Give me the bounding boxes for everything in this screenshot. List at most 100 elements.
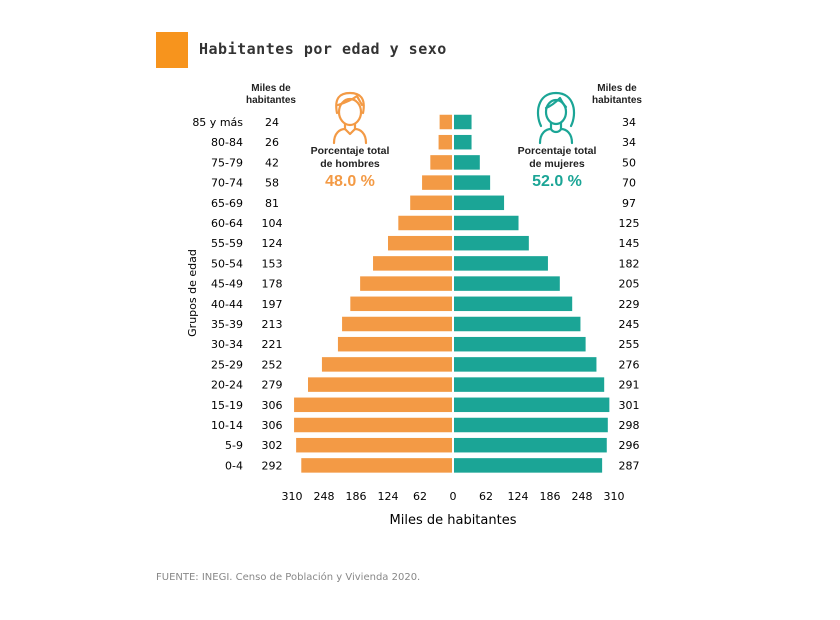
women-bar — [454, 235, 529, 251]
women-value-label: 125 — [619, 217, 640, 230]
men-value-label: 81 — [265, 197, 279, 210]
age-group-label: 10-14 — [211, 419, 243, 432]
men-value-label: 42 — [265, 156, 279, 169]
women-bar — [454, 437, 607, 453]
women-bar — [454, 114, 472, 130]
x-tick-label: 124 — [508, 490, 529, 503]
men-bar — [308, 377, 452, 392]
men-bar — [373, 256, 452, 271]
women-values-header-line2: habitantes — [591, 95, 642, 106]
men-bar — [337, 336, 452, 352]
x-tick-label: 186 — [346, 490, 367, 503]
women-bar — [454, 316, 581, 332]
women-bar — [454, 155, 480, 170]
men-value-label: 58 — [265, 177, 279, 190]
x-tick-label: 186 — [540, 490, 561, 503]
age-group-label: 30-34 — [211, 338, 243, 351]
women-bar — [454, 397, 610, 413]
men-percent-caption: Porcentaje total de hombres — [300, 145, 400, 171]
men-percent-value: 48.0 % — [325, 173, 375, 190]
age-group-label: 40-44 — [211, 298, 243, 311]
men-bar — [438, 134, 452, 150]
women-value-label: 145 — [619, 237, 640, 250]
women-value-label: 276 — [619, 358, 640, 371]
age-group-label: 5-9 — [225, 439, 243, 452]
men-value-label: 279 — [262, 379, 283, 392]
women-value-label: 287 — [619, 459, 640, 472]
men-value-label: 153 — [262, 257, 283, 270]
women-percent-caption: Porcentaje total de mujeres — [507, 145, 607, 171]
women-bar — [454, 336, 586, 352]
men-bar — [294, 397, 452, 413]
x-axis-title: Miles de habitantes — [390, 513, 517, 528]
x-tick-label: 248 — [572, 490, 593, 503]
men-bar — [321, 357, 452, 372]
women-values-header: Miles de habitantes — [582, 83, 652, 107]
women-value-label: 205 — [619, 278, 640, 291]
age-group-label: 45-49 — [211, 278, 243, 291]
women-bar — [454, 134, 472, 150]
source-note: FUENTE: INEGI. Censo de Población y Vivi… — [156, 572, 421, 583]
age-group-label: 55-59 — [211, 237, 243, 250]
men-bar — [296, 437, 452, 453]
men-value-label: 221 — [262, 338, 283, 351]
age-group-label: 0-4 — [225, 459, 243, 472]
age-group-label: 50-54 — [211, 257, 243, 270]
men-value-label: 26 — [265, 136, 279, 149]
men-values-header-line2: habitantes — [245, 95, 296, 106]
women-percent-caption-line2: de mujeres — [529, 158, 585, 170]
women-value-label: 298 — [619, 419, 640, 432]
age-group-label: 20-24 — [211, 379, 243, 392]
men-bar — [439, 114, 452, 130]
women-bar — [454, 175, 491, 190]
women-bar — [454, 458, 603, 473]
y-axis-title: Grupos de edad — [186, 249, 199, 337]
men-bar — [350, 296, 452, 312]
men-value-label: 213 — [262, 318, 283, 331]
men-values-header: Miles de habitantes — [236, 83, 306, 107]
men-bar — [388, 235, 452, 251]
men-value-label: 124 — [262, 237, 283, 250]
women-bar — [454, 256, 548, 271]
women-value-label: 70 — [622, 177, 636, 190]
age-group-label: 25-29 — [211, 358, 243, 371]
men-percent-caption-line1: Porcentaje total — [310, 145, 390, 157]
men-value-label: 252 — [262, 358, 283, 371]
men-value-label: 178 — [262, 278, 283, 291]
women-bar — [454, 417, 608, 433]
age-group-label: 75-79 — [211, 156, 243, 169]
women-value-label: 296 — [619, 439, 640, 452]
women-value-label: 182 — [619, 257, 640, 270]
men-percent-caption-line2: de hombres — [320, 158, 380, 170]
women-bar — [454, 195, 505, 211]
x-tick-label: 62 — [479, 490, 493, 503]
women-percent-caption-line1: Porcentaje total — [517, 145, 597, 157]
age-group-label: 65-69 — [211, 197, 243, 210]
men-value-label: 104 — [262, 217, 283, 230]
women-value-label: 291 — [619, 379, 640, 392]
men-value-label: 306 — [262, 399, 283, 412]
women-value-label: 34 — [622, 136, 636, 149]
men-value-label: 292 — [262, 459, 283, 472]
men-bar — [410, 195, 452, 211]
x-tick-label: 0 — [450, 490, 457, 503]
title-accent-block — [156, 32, 188, 68]
x-tick-label: 310 — [282, 490, 303, 503]
women-value-label: 34 — [622, 116, 636, 129]
woman-icon — [536, 91, 576, 145]
age-group-label: 70-74 — [211, 177, 243, 190]
men-bar — [342, 316, 452, 332]
men-value-label: 302 — [262, 439, 283, 452]
men-value-label: 197 — [262, 298, 283, 311]
women-value-label: 97 — [622, 197, 636, 210]
man-icon — [332, 91, 368, 145]
men-bar — [422, 175, 452, 190]
men-value-label: 306 — [262, 419, 283, 432]
women-bar — [454, 276, 560, 291]
x-tick-label: 310 — [604, 490, 625, 503]
chart-title: Habitantes por edad y sexo — [199, 40, 447, 58]
age-group-label: 85 y más — [192, 116, 243, 129]
women-value-label: 229 — [619, 298, 640, 311]
women-values-header-line1: Miles de — [597, 83, 637, 94]
